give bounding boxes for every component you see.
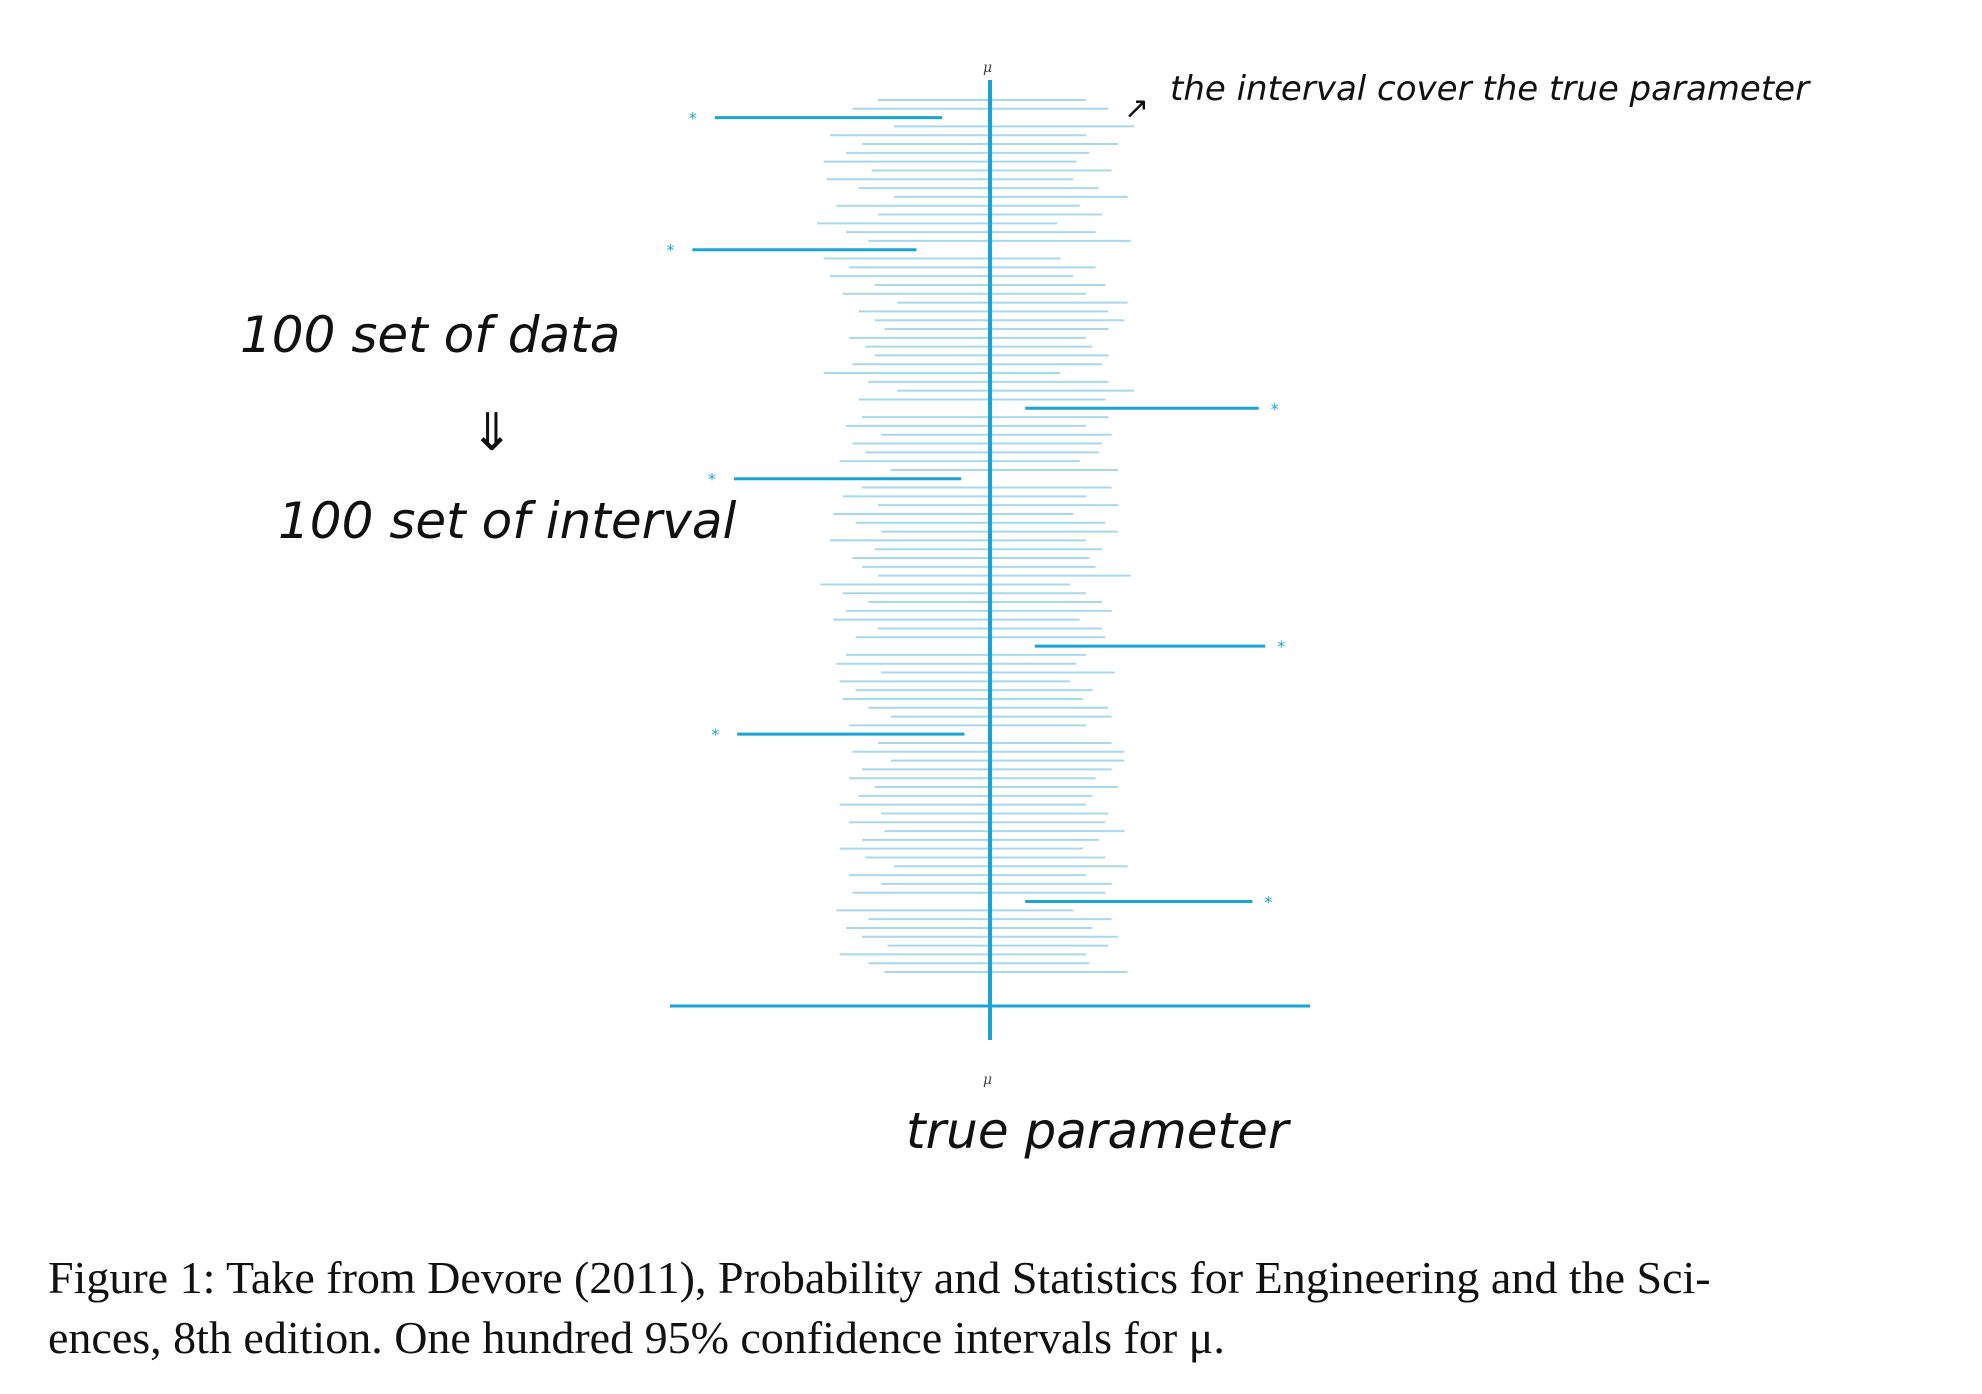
small-arrow-glyph: ↗ [1124,91,1149,126]
miss-star-marker: * [689,109,697,128]
interval-lines [692,99,1266,973]
miss-star-marker: * [1264,893,1272,912]
annotation-true-parameter: true parameter [906,1102,1292,1160]
figure-caption: Figure 1: Take from Devore (2011), Proba… [48,1248,1948,1368]
mu-label-bottom: μ [983,1072,992,1088]
annotation-100-interval: 100 set of interval [278,492,736,550]
miss-star-marker: * [1277,637,1285,656]
miss-star-marker: * [1271,399,1279,418]
annotation-down-arrow: ⇓ [470,403,514,463]
annotation-100-data: 100 set of data [240,306,620,364]
caption-line-1: Figure 1: Take from Devore (2011), Proba… [48,1252,1711,1303]
miss-star-marker: * [666,241,674,260]
miss-star-marker: * [708,470,716,489]
miss-star-marker: * [711,725,719,744]
caption-line-2: ences, 8th edition. One hundred 95% conf… [48,1312,1225,1363]
miss-markers: * * * * * * * [666,109,1285,912]
annotation-interval-cover: the interval cover the true parameter [1170,69,1811,109]
mu-label-top: μ [983,60,992,76]
